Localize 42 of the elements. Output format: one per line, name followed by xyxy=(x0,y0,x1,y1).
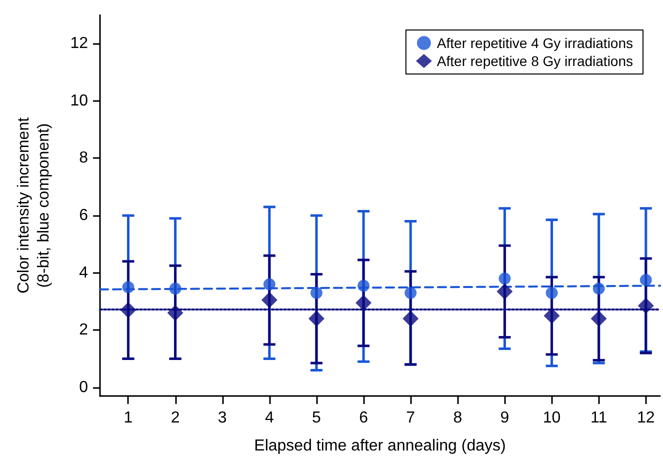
y-tick-label: 10 xyxy=(70,92,88,110)
x-tick-label: 3 xyxy=(218,410,227,426)
legend-label: After repetitive 8 Gy irradiations xyxy=(436,53,634,69)
y-tick-label: 4 xyxy=(79,264,88,282)
x-tick-label: 2 xyxy=(170,410,180,426)
y-tick-label: 2 xyxy=(79,322,88,339)
point xyxy=(169,282,182,295)
point xyxy=(356,294,372,311)
point xyxy=(402,310,419,327)
point xyxy=(496,283,513,300)
y-tick-label: 0 xyxy=(79,378,88,396)
point xyxy=(261,292,278,308)
point xyxy=(638,298,654,314)
point xyxy=(120,302,136,318)
x-tick-label: 12 xyxy=(636,410,655,426)
y-axis-title: Color intensity increment (8-bit, blue component) xyxy=(16,116,52,294)
x-tick-label: 10 xyxy=(542,410,561,426)
x-tick-label: 9 xyxy=(500,410,510,426)
point xyxy=(358,280,370,292)
point xyxy=(404,286,417,299)
point xyxy=(590,310,607,327)
x-axis-title: Elapsed time after annealing (days) xyxy=(254,438,506,454)
point xyxy=(167,304,184,321)
x-tick-label: 5 xyxy=(312,410,322,426)
point xyxy=(122,281,134,294)
point xyxy=(640,274,652,286)
point xyxy=(263,278,276,290)
y-tick-label: 6 xyxy=(79,207,88,224)
x-tick-label: 4 xyxy=(264,410,274,426)
point xyxy=(498,272,511,285)
point xyxy=(546,286,558,299)
point xyxy=(310,286,322,299)
x-tick-label: 1 xyxy=(124,410,133,426)
x-tick-label: 6 xyxy=(359,410,368,426)
x-tick-label: 11 xyxy=(590,410,608,426)
legend-label: After repetitive 4 Gy irradiations xyxy=(436,35,634,51)
x-tick-label: 7 xyxy=(406,410,416,426)
y-tick-label: 8 xyxy=(79,150,88,167)
point xyxy=(592,282,605,295)
x-tick-label: 8 xyxy=(453,410,462,426)
y-tick-label: 12 xyxy=(70,35,88,52)
point xyxy=(308,310,324,327)
